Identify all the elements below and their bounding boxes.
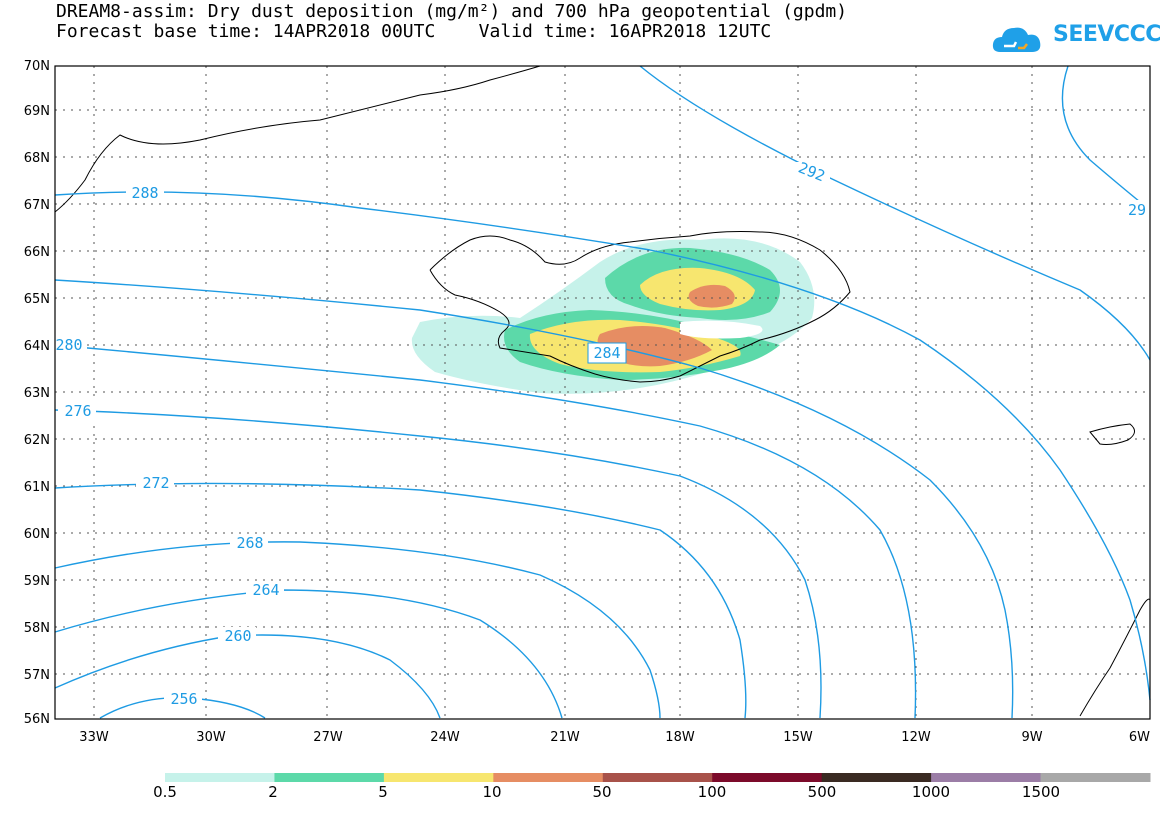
- lat-label: 60N: [24, 527, 50, 542]
- lat-label: 57N: [24, 668, 50, 683]
- lon-label: 21W: [550, 730, 580, 745]
- logo-text: SEEVCCC: [1053, 22, 1161, 47]
- contour-labels: 292 29 288 284 280 276 272 268 264 260 2…: [55, 159, 1150, 708]
- legend-swatch: [602, 773, 713, 782]
- contour-label-280: 280: [55, 336, 82, 354]
- legend-swatch: [1040, 773, 1151, 782]
- lat-label: 68N: [24, 151, 50, 166]
- lat-label: 56N: [24, 712, 50, 727]
- contour-label-260: 260: [224, 627, 251, 645]
- contour-label-268: 268: [236, 534, 263, 552]
- lat-label: 63N: [24, 386, 50, 401]
- legend-swatch: [712, 773, 823, 782]
- legend-label: 1000: [911, 783, 951, 801]
- title-line-2: Forecast base time: 14APR2018 00UTC Vali…: [56, 21, 772, 42]
- contour-280: [54, 344, 917, 719]
- legend-label: 10: [482, 783, 502, 801]
- contour-label-264: 264: [252, 581, 279, 599]
- lon-label: 18W: [665, 730, 695, 745]
- legend-label: 50: [592, 783, 612, 801]
- legend-labels: 0.5 2 5 10 50 100 500 1000 1500: [0, 783, 1175, 803]
- lat-label: 66N: [24, 245, 50, 260]
- lat-label: 67N: [24, 198, 50, 213]
- legend-swatch: [274, 773, 385, 782]
- legend-label: 500: [807, 783, 837, 801]
- legend-color-bar: [165, 773, 1151, 782]
- title-line-1: DREAM8-assim: Dry dust deposition (mg/m²…: [56, 1, 848, 22]
- legend-label: 0.5: [153, 783, 177, 801]
- lon-label: 12W: [901, 730, 931, 745]
- legend-label: 100: [697, 783, 727, 801]
- contour-label-276: 276: [64, 402, 91, 420]
- contour-292: [639, 65, 1151, 361]
- legend-swatch: [493, 773, 604, 782]
- lat-label: 65N: [24, 292, 50, 307]
- lon-label: 15W: [783, 730, 813, 745]
- dust-blank-area: [680, 320, 763, 339]
- legend-label: 2: [268, 783, 278, 801]
- lat-label: 70N: [24, 59, 50, 74]
- lat-label: 61N: [24, 480, 50, 495]
- map-title: DREAM8-assim: Dry dust deposition (mg/m²…: [56, 2, 847, 42]
- lon-axis: 33W 30W 27W 24W 21W 18W 15W 12W 9W 6W: [79, 730, 1150, 745]
- lon-label: 24W: [430, 730, 460, 745]
- scotland-coast: [1079, 598, 1151, 717]
- lat-label: 62N: [24, 433, 50, 448]
- lon-label: 9W: [1021, 730, 1042, 745]
- contour-260: [54, 634, 441, 719]
- dust-level-10-north: [688, 284, 735, 308]
- contour-272: [54, 482, 747, 719]
- contour-label-284: 284: [593, 344, 620, 362]
- lon-label: 6W: [1129, 730, 1150, 745]
- contour-label-288: 288: [131, 184, 158, 202]
- contour-288: [54, 191, 1151, 701]
- contour-268: [54, 541, 661, 719]
- lon-label: 33W: [79, 730, 109, 745]
- contour-276: [54, 409, 822, 719]
- contour-29x: [1061, 65, 1151, 211]
- geopotential-contours: [54, 65, 1151, 719]
- dust-deposition-field: [411, 238, 815, 394]
- iceland-coast: [429, 231, 851, 383]
- contour-label-256: 256: [170, 690, 197, 708]
- legend-swatch: [821, 773, 932, 782]
- cloud-logo-icon: [992, 27, 1041, 52]
- contour-label-29: 29: [1128, 201, 1146, 219]
- lat-label: 69N: [24, 104, 50, 119]
- legend-label: 1500: [1021, 783, 1061, 801]
- legend-swatch: [165, 773, 275, 782]
- contour-label-272: 272: [142, 474, 169, 492]
- map-frame: [54, 65, 1151, 720]
- legend-label: 5: [378, 783, 388, 801]
- legend-swatch: [383, 773, 494, 782]
- greenland-coast: [54, 65, 541, 213]
- lat-label: 58N: [24, 621, 50, 636]
- lat-label: 59N: [24, 574, 50, 589]
- faroe-scotland-coast: [1089, 423, 1135, 445]
- legend-swatch: [931, 773, 1042, 782]
- lon-label: 30W: [196, 730, 226, 745]
- coastlines: [54, 65, 1151, 717]
- lon-label: 27W: [313, 730, 343, 745]
- graticule: [55, 66, 1150, 718]
- lat-axis: 70N 69N 68N 67N 66N 65N 64N 63N 62N 61N …: [24, 59, 50, 727]
- lat-label: 64N: [24, 339, 50, 354]
- contour-264: [54, 589, 563, 719]
- contour-284: [54, 279, 1014, 719]
